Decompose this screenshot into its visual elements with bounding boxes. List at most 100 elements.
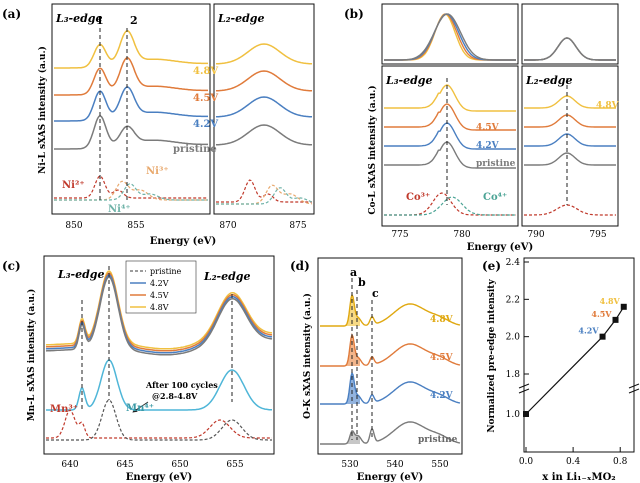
panel-b-l2-4.8V xyxy=(524,95,616,109)
panel-c-xlabel: Energy (eV) xyxy=(126,472,192,483)
panel-b-top-l3-frame xyxy=(381,3,519,65)
panel-a-ref-l2-ni3 xyxy=(216,184,313,205)
panel-e-ytick-1.8: 1.8 xyxy=(506,370,521,380)
panel-e-point-pristine xyxy=(523,411,529,417)
panel-b-top-l2-4.5V xyxy=(524,37,616,61)
panel-d-label: (d) xyxy=(290,259,310,273)
panel-e-axis-break-right xyxy=(628,383,640,394)
panel-c: (c) L₃-edge L₂-edge pristine 4.2V 4.5V 4… xyxy=(2,255,275,483)
panel-b-xtick-780: 780 xyxy=(453,230,470,240)
panel-e-frame xyxy=(523,257,635,453)
panel-b-l3-4.2V xyxy=(384,122,516,150)
panel-e-ytick-2.0: 2.0 xyxy=(506,333,521,343)
panel-a-ref-l2-ni4 xyxy=(216,187,313,205)
panel-e-xtick-0.8: 0.8 xyxy=(613,457,628,467)
panel-b-xtick-790: 790 xyxy=(527,230,544,240)
panel-b-ref-co4 xyxy=(384,196,516,216)
panel-a-l3-curve-4.5V xyxy=(54,56,208,96)
panel-d-label-4.2V: 4.2V xyxy=(430,391,454,401)
panel-b-co4-label: Co⁴⁺ xyxy=(483,192,507,203)
panel-c-ref-mn3 xyxy=(46,409,272,439)
panel-a-ni3-label: Ni³⁺ xyxy=(146,166,169,177)
panel-a-ref-ni4 xyxy=(54,183,208,201)
panel-d-curve-4.8V xyxy=(320,292,461,327)
panel-c-legend: pristine 4.2V 4.5V 4.8V xyxy=(125,260,197,314)
panel-c-xtick-650: 650 xyxy=(171,460,188,470)
panel-b-xlabel: Energy (eV) xyxy=(467,242,533,253)
panel-a-ref-ni2 xyxy=(54,175,208,199)
panel-e-point-4.5V xyxy=(612,316,619,323)
panel-a-label: (a) xyxy=(2,7,21,21)
panel-b-xtick-775: 775 xyxy=(391,230,408,240)
panel-a-xtick-875: 875 xyxy=(289,221,306,231)
panel-d-peak-a: a xyxy=(350,266,357,279)
panel-a-ni2-label: Ni²⁺ xyxy=(62,180,85,191)
legend-label-4.8V: 4.8V xyxy=(150,303,169,312)
panel-b-l2-4.2V xyxy=(524,133,616,147)
panel-d-curve-4.2V xyxy=(320,370,461,405)
panel-b-l2-edge: L₂-edge xyxy=(525,74,573,87)
panel-d: (d) a b c 4.8V 4.5V 4.2V pristine 530 54… xyxy=(290,257,463,483)
panel-a-xlabel: Energy (eV) xyxy=(150,236,216,247)
panel-a-label-4.5V: 4.5V xyxy=(193,93,218,104)
panel-b-bottom-l2-frame xyxy=(521,65,619,227)
panel-b-top-l2-pristine xyxy=(524,37,616,61)
panel-c-ref-mn4 xyxy=(46,399,272,441)
panel-d-xtick-540: 540 xyxy=(386,460,403,470)
panel-c-xtick-640: 640 xyxy=(61,460,78,470)
panel-a-xtick-855: 855 xyxy=(127,221,144,231)
panel-a-l3-curve-4.2V xyxy=(54,86,208,122)
panel-c-legend-box xyxy=(125,260,197,314)
panel-b-l3-pristine xyxy=(384,141,516,169)
panel-b-label-4.5V: 4.5V xyxy=(476,123,500,133)
legend-label-4.2V: 4.2V xyxy=(150,279,169,288)
panel-b-xtick-795: 795 xyxy=(589,230,606,240)
panel-a-ref-l2-ni2 xyxy=(216,179,312,203)
panel-e-point-4.8V xyxy=(620,303,627,310)
panel-e-xtick-0.4: 0.4 xyxy=(566,457,581,467)
panel-a-l2-curve-4.8V xyxy=(215,43,313,65)
panel-b-top-l2-frame xyxy=(521,3,619,65)
panel-e-trend-line xyxy=(525,306,625,415)
legend-label-pristine: pristine xyxy=(150,267,182,276)
panel-c-mn3-label: Mn³⁺ xyxy=(50,404,78,415)
panel-e-chart: 0.0 0.4 0.8 1.8 2.0 2.2 2.4 1.0 4.2V 4.5V 4.8V xyxy=(506,258,640,467)
panel-b-l3-4.8V xyxy=(384,84,516,112)
panel-e-xtick-0.0: 0.0 xyxy=(519,457,534,467)
panel-e-ylabel: Normalized pre-edge intensity xyxy=(487,279,497,433)
panel-b-label-4.8V: 4.8V xyxy=(596,101,620,111)
panel-e-axis-break xyxy=(518,383,530,394)
panel-c-mn4-label: Mn⁴⁺ xyxy=(126,403,154,414)
panel-b-bottom-l3-frame xyxy=(381,65,519,227)
panel-a-l3-frame xyxy=(51,3,211,215)
panel-a-peak2-label: 2 xyxy=(130,14,138,27)
panel-b-label-pristine: pristine xyxy=(476,159,516,169)
panel-c-ylabel: Mn-L sXAS intensity (a.u.) xyxy=(26,289,37,422)
panel-d-frame xyxy=(317,257,463,455)
panel-a-peak1-label: 1 xyxy=(96,14,104,27)
panel-a-l3-curve-4.8V xyxy=(54,29,208,69)
panel-b-top-l3-pristine xyxy=(384,13,516,61)
panel-c-annotation-line2: @2.8-4.8V xyxy=(152,391,198,401)
panel-e-ytick-2.2: 2.2 xyxy=(506,295,520,305)
panel-b-label-4.2V: 4.2V xyxy=(476,141,500,151)
panel-e-point-label-4.8V: 4.8V xyxy=(600,296,621,306)
panel-a-curves xyxy=(54,29,313,205)
panel-b-curves xyxy=(384,13,616,216)
panel-a-l2-curve-4.5V xyxy=(215,70,313,92)
panel-d-preedge-fill-4.5V xyxy=(346,335,360,366)
panel-a-ni4-label: Ni⁴⁺ xyxy=(108,204,131,215)
panel-b-label: (b) xyxy=(344,7,364,21)
panel-d-peak-c: c xyxy=(372,287,379,300)
panel-a-l3-curve-pristine xyxy=(54,115,208,150)
panel-d-label-pristine: pristine xyxy=(418,435,458,445)
panel-c-annotation-line1: After 100 cycles xyxy=(145,380,218,390)
panel-d-xlabel: Energy (eV) xyxy=(357,472,423,483)
panel-c-annotation-arrow xyxy=(132,401,149,413)
panel-a-ylabel: Ni-L sXAS intensity (a.u.) xyxy=(37,46,48,174)
panel-c-xtick-645: 645 xyxy=(116,460,133,470)
panel-e-label: (e) xyxy=(482,259,501,273)
panel-a: (a) L₃-edge L₂-edge 1 2 4.8V 4.5V 4.2V p… xyxy=(2,3,315,247)
panel-d-curve-pristine xyxy=(320,421,461,445)
panel-d-preedge-fill-pristine xyxy=(346,430,360,444)
